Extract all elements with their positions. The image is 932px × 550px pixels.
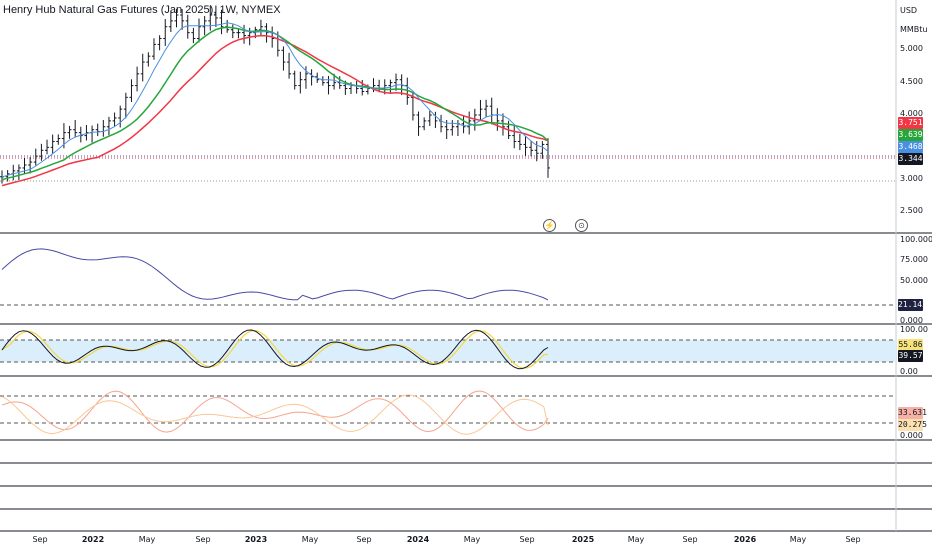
osc-a-badge: 33.631 — [898, 407, 927, 419]
time-label-8: May — [463, 535, 481, 544]
osc-a-line — [1, 390, 549, 433]
symbol-exchange: NYMEX — [241, 4, 281, 16]
lightning-icon[interactable]: ⚡ — [543, 219, 556, 232]
unit-label[interactable]: MMBtu — [900, 25, 928, 34]
time-label-15: Sep — [845, 535, 861, 544]
lock-icon[interactable]: ⊙ — [575, 219, 588, 232]
stoch-k-badge: 55.86 — [898, 339, 923, 351]
rsi-tick-75: 75.000 — [900, 255, 928, 264]
price-tick-5000: 5.000 — [900, 44, 923, 53]
ma-red-line — [1, 34, 549, 187]
time-label-14: May — [789, 535, 807, 544]
time-label-3: Sep — [195, 535, 211, 544]
price-tick-4000: 4.000 — [900, 109, 923, 118]
time-label-9: Sep — [519, 535, 535, 544]
symbol-interval[interactable]: 1W — [219, 4, 236, 16]
time-label-7: 2024 — [406, 535, 430, 544]
time-label-10: 2025 — [571, 535, 595, 544]
header-sep-1: , — [213, 4, 220, 16]
rsi-value-badge: 21.142 — [898, 299, 927, 311]
osc-b-line — [1, 394, 549, 435]
stoch-d-badge: 39.57 — [898, 350, 923, 362]
time-label-2: May — [138, 535, 156, 544]
price-tick-2500: 2.500 — [900, 206, 923, 215]
stoch-k-line — [1, 329, 549, 370]
ma-blue-badge: 3.468 — [898, 141, 923, 153]
time-label-5: May — [301, 535, 319, 544]
osc-tick-0: 0.000 — [900, 431, 923, 440]
last-price-badge: 3.344 — [898, 153, 923, 165]
header-sep-2: , — [235, 4, 242, 16]
symbol-header[interactable]: Henry Hub Natural Gas Futures (Jan 2025)… — [3, 4, 281, 16]
ma-green-line — [1, 26, 549, 181]
currency-label[interactable]: USD — [900, 6, 918, 15]
time-label-1: 2022 — [81, 535, 105, 544]
price-tick-3000: 3.000 — [900, 174, 923, 183]
time-label-13: 2026 — [733, 535, 757, 544]
rsi-line — [1, 248, 549, 301]
price-tick-4500: 4.500 — [900, 77, 923, 86]
ma-green-badge: 3.639 — [898, 129, 923, 141]
stoch-d-line — [1, 329, 549, 369]
ma-blue-line — [1, 22, 549, 178]
rsi-tick-100: 100.000 — [900, 235, 932, 244]
stoch-band — [0, 340, 896, 362]
ma-red-badge: 3.751 — [898, 117, 923, 129]
stoch-tick-0: 0.00 — [900, 367, 918, 376]
price-bars — [0, 5, 550, 184]
rsi-tick-0: 0.000 — [900, 316, 923, 325]
time-label-0: Sep — [32, 535, 48, 544]
time-label-4: 2023 — [244, 535, 268, 544]
osc-b-badge: 20.275 — [898, 419, 927, 431]
stoch-tick-100: 100.00 — [900, 325, 928, 334]
time-label-6: Sep — [356, 535, 372, 544]
rsi-tick-50: 50.000 — [900, 276, 928, 285]
time-label-11: May — [627, 535, 645, 544]
symbol-title[interactable]: Henry Hub Natural Gas Futures (Jan 2025) — [3, 4, 214, 16]
time-label-12: Sep — [682, 535, 698, 544]
